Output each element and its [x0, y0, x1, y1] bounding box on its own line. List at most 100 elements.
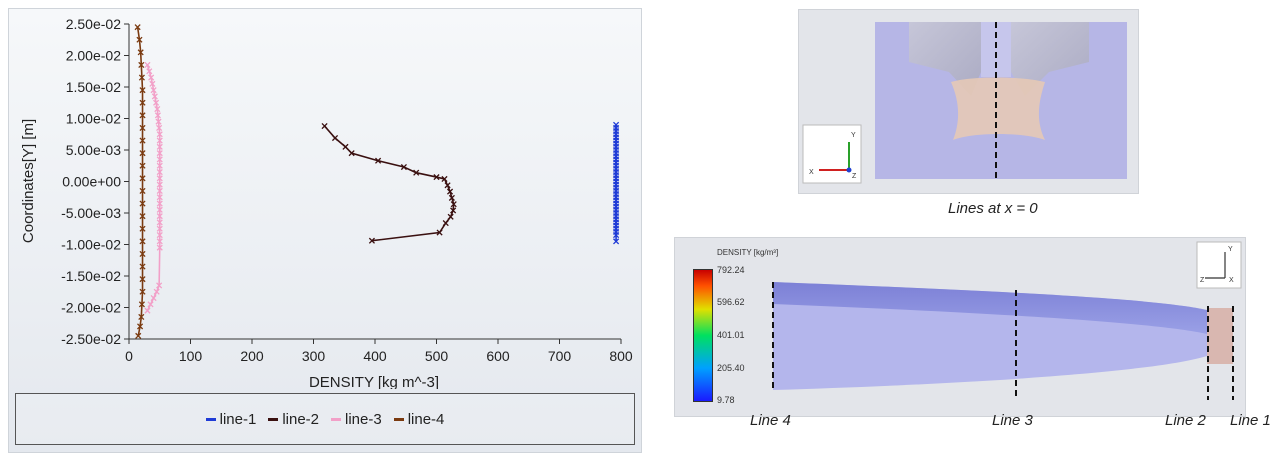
line-3-point: [156, 131, 163, 138]
x-tick-label: 300: [302, 348, 326, 364]
line-4-point: [139, 112, 146, 119]
line-2-point: [348, 150, 355, 157]
jet-shell: [773, 282, 1207, 334]
line-3-point: [156, 206, 163, 213]
colorbar-label-4: 205.40: [717, 363, 745, 373]
legend-marker: [205, 417, 216, 421]
plot-panel: 0 100 200 300 400 500 600 700 800 2.50e-02 2.00e-0…: [8, 8, 642, 453]
line-3-point: [156, 231, 163, 239]
series-line-2: [321, 123, 457, 244]
legend-marker: [268, 417, 279, 421]
y-tick-label: -5.00e-03: [61, 205, 121, 221]
line-3-point: [153, 288, 160, 295]
y-tick-label: -1.50e-02: [61, 268, 121, 284]
line-2-point: [450, 201, 457, 208]
line-3-point: [156, 124, 163, 132]
series-line-4: [134, 24, 146, 339]
line-2-point: [444, 182, 451, 189]
x-tick-label: 400: [363, 348, 387, 364]
legend-label: line-4: [407, 410, 445, 428]
line-3-point: [156, 168, 163, 176]
series-line-3: [144, 61, 163, 314]
line-3-point: [153, 99, 160, 106]
line-3-point: [156, 175, 163, 182]
x-tick-label: 0: [125, 348, 133, 364]
legend: line-1 line-2 line-3 line-4: [15, 393, 635, 445]
axis-triad-box: [802, 124, 862, 184]
triad2-z-label: Z: [1200, 277, 1205, 284]
axis-triad-box-2: [1196, 241, 1242, 289]
line-4-point: [139, 187, 146, 195]
legend-label: line-1: [219, 410, 257, 428]
line-3-point: [147, 301, 154, 308]
inlet-channel: [981, 22, 1011, 77]
line-3-point: [156, 238, 163, 245]
line-2-point: [442, 220, 449, 227]
line-3-point: [156, 219, 163, 226]
series-line-1: [613, 121, 620, 245]
line-3-point: [156, 162, 163, 169]
line-4-point: [139, 124, 146, 132]
line-3-point: [154, 112, 161, 119]
line-3-point: [151, 93, 158, 100]
line-2-point: [368, 237, 375, 244]
line-4-point: [139, 150, 146, 157]
triad-z-axis: [846, 167, 852, 173]
line-1-label: Line 1: [1230, 412, 1271, 429]
line-3-point: [155, 118, 162, 125]
colorbar-label-min: 9.78: [717, 395, 735, 405]
y-axis-title: Coordinates[Y] [m]: [20, 119, 37, 243]
line-4-point: [139, 200, 146, 207]
y-tick-label: 1.50e-02: [66, 79, 121, 95]
density-plot: 0 100 200 300 400 500 600 700 800 2.50e-02 2.00e-0…: [20, 16, 633, 389]
left-funnel: [909, 22, 981, 96]
x-tick-label: 800: [609, 348, 633, 364]
legend-item-line-1: line-1: [205, 410, 257, 428]
colorbar-label-3: 401.01: [717, 330, 745, 340]
y-tick-label: 5.00e-03: [66, 142, 121, 158]
line-3-label: Line 3: [992, 412, 1033, 429]
line-4-point: [135, 332, 142, 339]
bottom-view-panel: Y X Z DENSITY [kg/m³] 792.24 596.62 401.…: [674, 237, 1246, 417]
triad-x-label: X: [809, 169, 814, 176]
line-3-point: [146, 68, 153, 75]
colorbar-label-2: 596.62: [717, 297, 745, 307]
line-4-point: [138, 313, 145, 321]
colorbar-label-max: 792.24: [717, 265, 745, 275]
triad2-x-label: X: [1229, 277, 1234, 284]
top-view-render: Y X Z: [802, 22, 1127, 184]
line-3-point: [148, 74, 155, 81]
line-4-point: [137, 49, 144, 56]
y-tick-label: 2.00e-02: [66, 48, 121, 64]
colorbar-title: DENSITY [kg/m³]: [717, 248, 779, 257]
x-tick-label: 600: [486, 348, 510, 364]
line-2-point: [450, 207, 457, 214]
line-1-point: [613, 231, 620, 239]
nozzle-region: [1207, 308, 1233, 364]
line-3-point: [156, 213, 163, 220]
x-tick-label: 500: [425, 348, 449, 364]
line-2-point: [375, 157, 382, 164]
plot-series: [134, 24, 620, 339]
line-2-point: [321, 123, 328, 130]
line-2-point: [400, 163, 407, 171]
line-3-point: [156, 137, 163, 144]
line-4-point: [139, 87, 146, 94]
bottom-view-render: Y X Z: [772, 241, 1242, 400]
triad2-y-label: Y: [1228, 246, 1233, 253]
triad-y-label: Y: [851, 132, 856, 139]
x-tick-label: 100: [179, 348, 203, 364]
line-4-point: [139, 250, 146, 258]
line-4-point: [139, 99, 146, 106]
legend-item-line-4: line-4: [393, 410, 445, 428]
line-2-point: [436, 229, 443, 236]
line-4-point: [139, 225, 146, 232]
legend-marker: [393, 417, 404, 421]
line-3-point: [156, 244, 163, 251]
triad-z-label: Z: [852, 173, 857, 180]
droplet-region: [951, 77, 1045, 140]
line-3-point: [149, 80, 156, 87]
top-view-panel: Y X Z: [798, 9, 1139, 194]
line-2-point: [446, 188, 454, 195]
x-tick-label: 200: [240, 348, 264, 364]
